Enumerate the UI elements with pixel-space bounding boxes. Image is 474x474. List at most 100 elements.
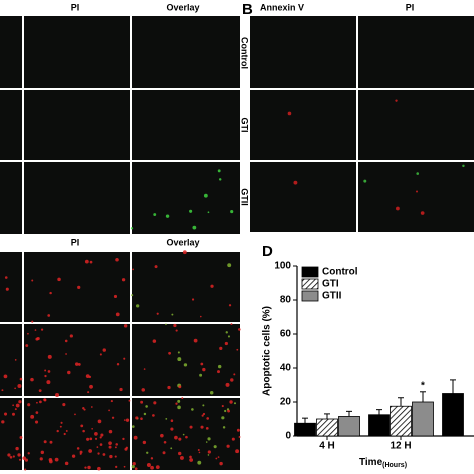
cell: [97, 419, 102, 424]
micrographs: [0, 16, 474, 471]
cell: [79, 450, 83, 454]
x-label-sub: (Hours): [382, 462, 407, 469]
cell: [96, 446, 99, 448]
cell: [227, 335, 231, 338]
cell: [64, 339, 68, 343]
cell: [44, 374, 47, 378]
legend-swatch: [301, 266, 319, 278]
column-header: PI: [71, 2, 80, 12]
x-tick-label: 4 H: [319, 441, 335, 452]
cell: [55, 392, 60, 397]
cell: [236, 348, 239, 351]
cell: [207, 211, 210, 214]
cell: [4, 276, 8, 279]
panel-label: B: [242, 1, 253, 18]
cell: [25, 344, 29, 347]
cell: [132, 462, 136, 466]
cell: [94, 432, 98, 436]
cell: [227, 409, 230, 413]
cell: [84, 466, 87, 469]
cell: [132, 268, 135, 271]
cell: [79, 452, 82, 455]
cell: [114, 455, 117, 458]
cell: [102, 348, 106, 352]
cell: [91, 427, 93, 430]
cell: [152, 339, 157, 343]
legend-swatch: [301, 290, 319, 302]
y-tick-label: 40: [280, 363, 292, 374]
cell: [34, 420, 39, 424]
cell: [56, 429, 59, 433]
y-axis-label: Apoptotic cells (%): [262, 306, 273, 396]
cell: [123, 465, 126, 468]
cell: [27, 452, 30, 455]
cell: [203, 193, 208, 198]
cell: [108, 441, 112, 445]
cell: [143, 412, 147, 416]
cell: [170, 427, 174, 431]
cell: [7, 453, 11, 457]
y-tick-label: 60: [280, 329, 292, 340]
cell: [135, 416, 139, 420]
chart: 0 20 40 60 80 100 Apoptotic cells (%) Time(Hour…: [262, 261, 474, 469]
cell: [153, 401, 157, 405]
y-tick-label: 20: [280, 397, 292, 408]
cell: [202, 404, 205, 407]
cell: [76, 447, 80, 450]
cell: [179, 455, 184, 460]
cell: [145, 405, 148, 408]
bar: [368, 414, 390, 437]
cell: [201, 414, 204, 417]
cell: [12, 455, 15, 458]
y-tick-label: 100: [274, 261, 291, 272]
cell: [119, 387, 123, 392]
cell: [18, 458, 22, 461]
cell: [123, 324, 128, 328]
cell: [83, 408, 86, 411]
micrograph: [24, 90, 130, 160]
cell: [77, 363, 81, 366]
cell: [39, 457, 43, 461]
cell: [99, 443, 103, 446]
cell: [420, 211, 425, 215]
micrograph: [0, 16, 22, 88]
cell: [31, 320, 34, 323]
bar: [442, 393, 464, 437]
cell: [228, 304, 232, 307]
cell: [64, 461, 69, 466]
cell: [115, 465, 118, 469]
cell: [115, 257, 119, 262]
cell: [238, 328, 241, 331]
cell: [210, 284, 214, 288]
cell: [17, 453, 21, 457]
cell: [182, 433, 185, 436]
cell: [122, 437, 125, 441]
x-label-main: Time: [359, 457, 383, 468]
cell: [165, 417, 168, 420]
micrograph: [132, 162, 240, 234]
cell: [217, 169, 221, 173]
cell: [200, 425, 204, 429]
cell: [136, 304, 140, 308]
cell: [167, 385, 171, 390]
cell: [199, 315, 202, 318]
cell: [121, 278, 126, 282]
cell: [209, 391, 214, 395]
cell: [71, 454, 76, 458]
cell: [173, 323, 177, 328]
cell: [230, 378, 234, 382]
micrograph: [250, 90, 356, 160]
micrograph: [132, 398, 240, 470]
cell: [54, 457, 59, 462]
cell: [395, 99, 398, 102]
cell: [102, 453, 106, 456]
cell: [1, 389, 4, 392]
cell: [177, 351, 180, 354]
cell: [49, 440, 53, 444]
cell: [17, 384, 22, 389]
cell: [231, 437, 235, 441]
bar: [412, 401, 434, 437]
cell: [49, 459, 53, 464]
cell: [141, 388, 146, 392]
cell: [207, 437, 211, 441]
